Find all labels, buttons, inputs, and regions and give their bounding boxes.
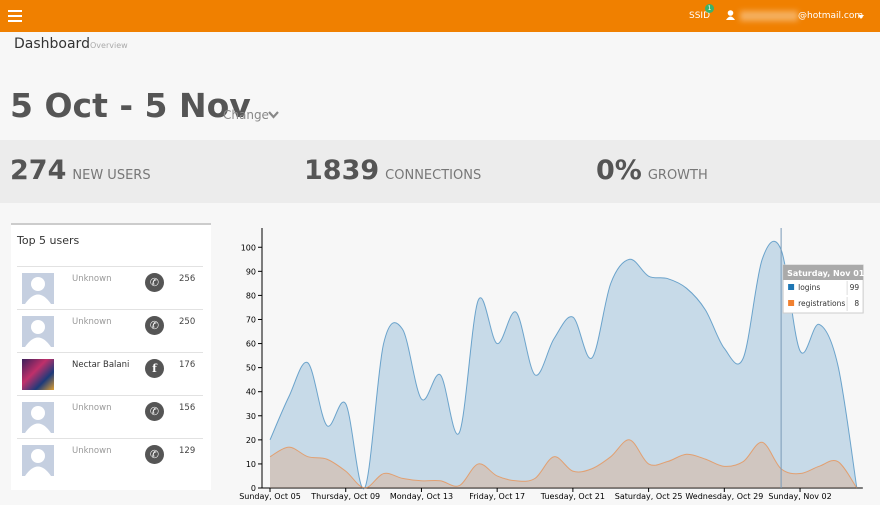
page-title: Dashboard xyxy=(14,36,90,52)
stat-value: 0% xyxy=(596,155,642,186)
user-row[interactable]: Unknown ✆ 256 xyxy=(17,266,203,310)
user-row[interactable]: Nectar Balani f 176 xyxy=(17,352,203,396)
tooltip-head xyxy=(783,265,864,280)
x-tick-label: Wednesday, Oct 29 xyxy=(685,492,763,501)
stat-value: 1839 xyxy=(304,155,380,186)
user-email[interactable]: @hotmail.com xyxy=(798,11,864,21)
chart: 0 10 20 30 40 50 60 70 80 90 100 Sunday, Oct 05 Thur… xyxy=(239,228,865,501)
legend-swatch xyxy=(788,284,795,290)
ssid-link[interactable]: SSID xyxy=(689,11,711,21)
stats-band: 274 NEW USERS 1839 CONNECTIONS 0% GROWTH xyxy=(0,140,880,203)
user-count: 256 xyxy=(179,274,196,284)
stat-value: 274 xyxy=(10,155,67,186)
x-tick-label: Saturday, Oct 25 xyxy=(615,492,683,501)
user-name: Nectar Balani xyxy=(72,360,130,370)
user-count: 176 xyxy=(179,360,196,370)
stat-label: NEW USERS xyxy=(72,168,151,183)
area xyxy=(270,241,857,489)
avatar xyxy=(22,359,54,390)
user-name: Unknown xyxy=(72,446,112,456)
stat: 0% GROWTH xyxy=(596,155,708,186)
area-line xyxy=(269,240,858,490)
chevron xyxy=(268,111,279,119)
y-tick-label: 90 xyxy=(246,267,256,276)
user-name: Unknown xyxy=(72,403,112,413)
y-tick-label: 20 xyxy=(246,436,256,445)
top-bar: SSID 1 @hotmail.com xyxy=(0,0,880,32)
x-tick-label: Monday, Oct 13 xyxy=(390,492,453,501)
y-tick-label: 0 xyxy=(251,484,256,493)
legend-label: logins xyxy=(798,283,820,292)
phone-icon: ✆ xyxy=(145,316,164,335)
phone-icon: ✆ xyxy=(145,273,164,292)
y-tick-label: 80 xyxy=(246,291,256,300)
phone-icon: ✆ xyxy=(145,402,164,421)
x-tick-label: Sunday, Oct 05 xyxy=(239,492,301,501)
date-range: 5 Oct - 5 Nov xyxy=(10,86,251,125)
y-tick-label: 30 xyxy=(246,412,256,421)
stat: 274 NEW USERS xyxy=(10,155,151,186)
avatar xyxy=(22,445,54,476)
x-tick-label: Thursday, Oct 09 xyxy=(310,492,380,501)
user-icon xyxy=(726,10,735,20)
area xyxy=(270,439,857,489)
avatar xyxy=(22,273,54,304)
menu-button[interactable] xyxy=(8,10,22,22)
avatar xyxy=(22,402,54,433)
user-count: 156 xyxy=(179,403,196,413)
tooltip-title: Saturday, Nov 01 xyxy=(787,269,865,278)
user-row[interactable]: Unknown ✆ 129 xyxy=(17,438,203,482)
y-tick-label: 10 xyxy=(246,460,256,469)
legend-swatch xyxy=(788,300,795,306)
y-tick-label: 70 xyxy=(246,315,256,324)
legend-label: registrations xyxy=(798,299,845,308)
x-tick-label: Friday, Oct 17 xyxy=(469,492,525,501)
stat-label: GROWTH xyxy=(647,168,708,183)
x-tick-label: Tuesday, Oct 21 xyxy=(540,492,605,501)
user-count: 129 xyxy=(179,446,196,456)
area-line xyxy=(269,439,858,489)
user-count: 250 xyxy=(179,317,196,327)
y-tick-label: 60 xyxy=(246,340,256,349)
blurred-email xyxy=(740,11,798,21)
page-subtitle: Overview xyxy=(90,41,128,50)
panel-title: Top 5 users xyxy=(17,234,80,247)
change-link[interactable]: Change xyxy=(223,108,269,122)
tooltip-value: 99 xyxy=(850,283,860,292)
phone-icon: ✆ xyxy=(145,445,164,464)
stat: 1839 CONNECTIONS xyxy=(304,155,481,186)
user-row[interactable]: Unknown ✆ 250 xyxy=(17,309,203,353)
caret xyxy=(858,15,864,19)
avatar xyxy=(22,316,54,347)
tooltip-value: 8 xyxy=(854,299,859,308)
user-row[interactable]: Unknown ✆ 156 xyxy=(17,395,203,439)
stat-label: CONNECTIONS xyxy=(385,168,482,183)
user-name: Unknown xyxy=(72,317,112,327)
y-tick-label: 100 xyxy=(241,243,256,252)
facebook-icon: f xyxy=(145,359,164,378)
user-name: Unknown xyxy=(72,274,112,284)
top-users-panel: Top 5 users Unknown ✆ 256 Unknown ✆ 250 Nect… xyxy=(11,223,211,490)
x-tick-label: Sunday, Nov 02 xyxy=(768,492,831,501)
y-tick-label: 50 xyxy=(246,364,256,373)
badge: 1 xyxy=(705,4,714,13)
y-tick-label: 40 xyxy=(246,388,256,397)
